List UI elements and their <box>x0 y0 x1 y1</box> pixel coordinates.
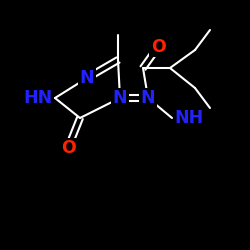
Text: O: O <box>60 139 76 157</box>
Text: N: N <box>141 89 155 107</box>
Text: HN: HN <box>24 89 53 107</box>
Text: O: O <box>150 38 166 56</box>
Text: NH: NH <box>174 109 203 127</box>
Text: N: N <box>113 89 127 107</box>
Text: N: N <box>80 69 94 87</box>
